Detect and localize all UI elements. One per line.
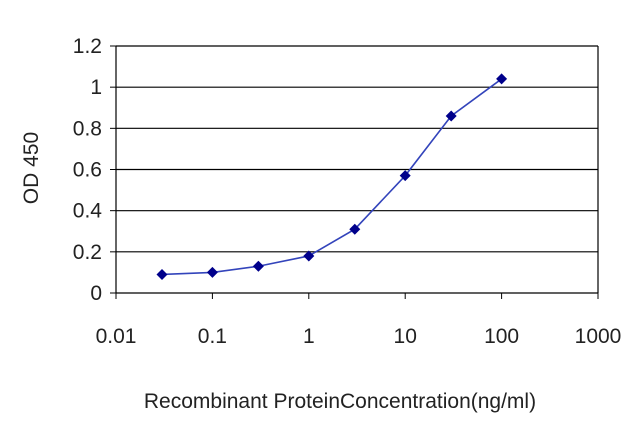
y-axis-title: OD 450 <box>20 132 43 204</box>
y-tick-label: 1 <box>90 76 102 99</box>
y-tick-label: 0.8 <box>73 117 102 140</box>
x-axis-title: Recombinant ProteinConcentration(ng/ml) <box>144 390 536 413</box>
x-tick-label: 1 <box>303 325 315 348</box>
axes <box>110 45 599 299</box>
series-line <box>161 78 503 276</box>
data-point <box>156 268 168 280</box>
x-tick-label: 0.01 <box>96 325 137 348</box>
data-point <box>496 73 508 85</box>
y-tick-label: 0.6 <box>73 159 102 182</box>
x-tick-label: 0.1 <box>198 325 227 348</box>
data-point <box>252 260 264 272</box>
y-tick-label: 1.2 <box>73 35 102 58</box>
x-tick-labels: 0.01 0.1 1 10 100 1000 <box>96 325 622 348</box>
x-tick-label: 100 <box>484 325 519 348</box>
y-tick-label: 0.2 <box>73 241 102 264</box>
x-tick-label: 1000 <box>575 325 622 348</box>
y-tick-label: 0.4 <box>73 200 103 223</box>
y-tick-label: 0 <box>90 282 102 305</box>
grid-lines <box>116 45 598 253</box>
x-tick-label: 10 <box>394 325 417 348</box>
data-point <box>445 110 457 122</box>
data-point <box>303 250 315 262</box>
y-tick-labels: 0 0.2 0.4 0.6 0.8 1 1.2 <box>73 35 103 305</box>
data-point <box>206 266 218 278</box>
series-layer <box>156 73 508 280</box>
data-point <box>349 223 361 235</box>
data-point <box>399 170 411 182</box>
